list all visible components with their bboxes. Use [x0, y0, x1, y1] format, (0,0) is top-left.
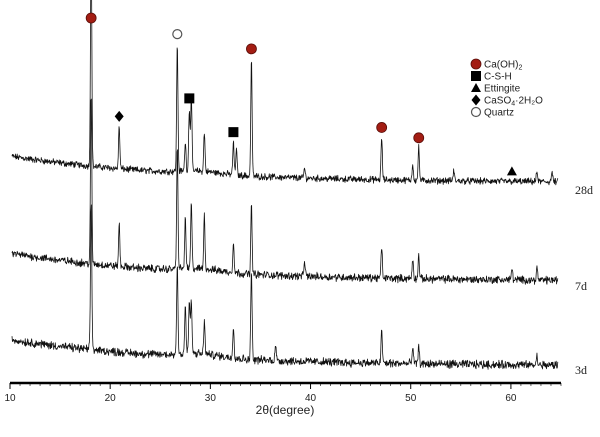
phase-marker-circle-filled-1 — [246, 43, 257, 55]
legend-marker-circle-open — [470, 106, 482, 118]
series-line-7d — [11, 98, 559, 285]
x-axis-ticks: 10 20 30 40 50 60 — [4, 383, 562, 404]
series-label-7d: 7d — [575, 279, 587, 293]
legend-marker-diamond — [471, 94, 481, 106]
legend-label: Quartz — [484, 108, 514, 119]
x-tick-label: 40 — [305, 393, 317, 404]
phase-marker-circle-filled-3 — [413, 132, 425, 144]
phase-marker-triangle-8 — [506, 166, 517, 176]
legend-label: Ca(OH)2 — [484, 60, 522, 72]
series-label-3d: 3d — [575, 363, 587, 377]
series-label-28d: 28d — [575, 183, 593, 197]
legend-marker-circle-filled — [470, 58, 482, 70]
legend-label: Ettingite — [484, 84, 521, 95]
phase-marker-diamond-7 — [114, 110, 124, 122]
phase-marker-square-5 — [184, 93, 195, 104]
phase-marker-circle-open-4 — [172, 29, 183, 40]
x-tick-label: 20 — [105, 393, 117, 404]
legend-marker-triangle — [471, 83, 481, 92]
x-tick-label: 50 — [405, 393, 417, 404]
series-line-28d — [11, 0, 559, 186]
x-axis-label: 2θ(degree) — [256, 403, 315, 417]
phase-marker-circle-filled-0 — [85, 12, 97, 24]
x-tick-label: 10 — [4, 393, 16, 404]
series-traces — [11, 0, 559, 370]
phase-markers — [85, 12, 517, 176]
legend-label: C-S-H — [484, 72, 512, 83]
phase-marker-circle-filled-2 — [376, 122, 388, 133]
x-tick-label: 30 — [205, 393, 217, 404]
phase-marker-square-6 — [228, 127, 239, 138]
legend-label: CaSO4·2H₂O — [484, 96, 543, 108]
x-tick-label: 60 — [505, 393, 517, 404]
series-labels: 28d 7d 3d — [575, 183, 593, 377]
series-line-3d — [11, 204, 559, 370]
legend-marker-square — [471, 71, 481, 81]
